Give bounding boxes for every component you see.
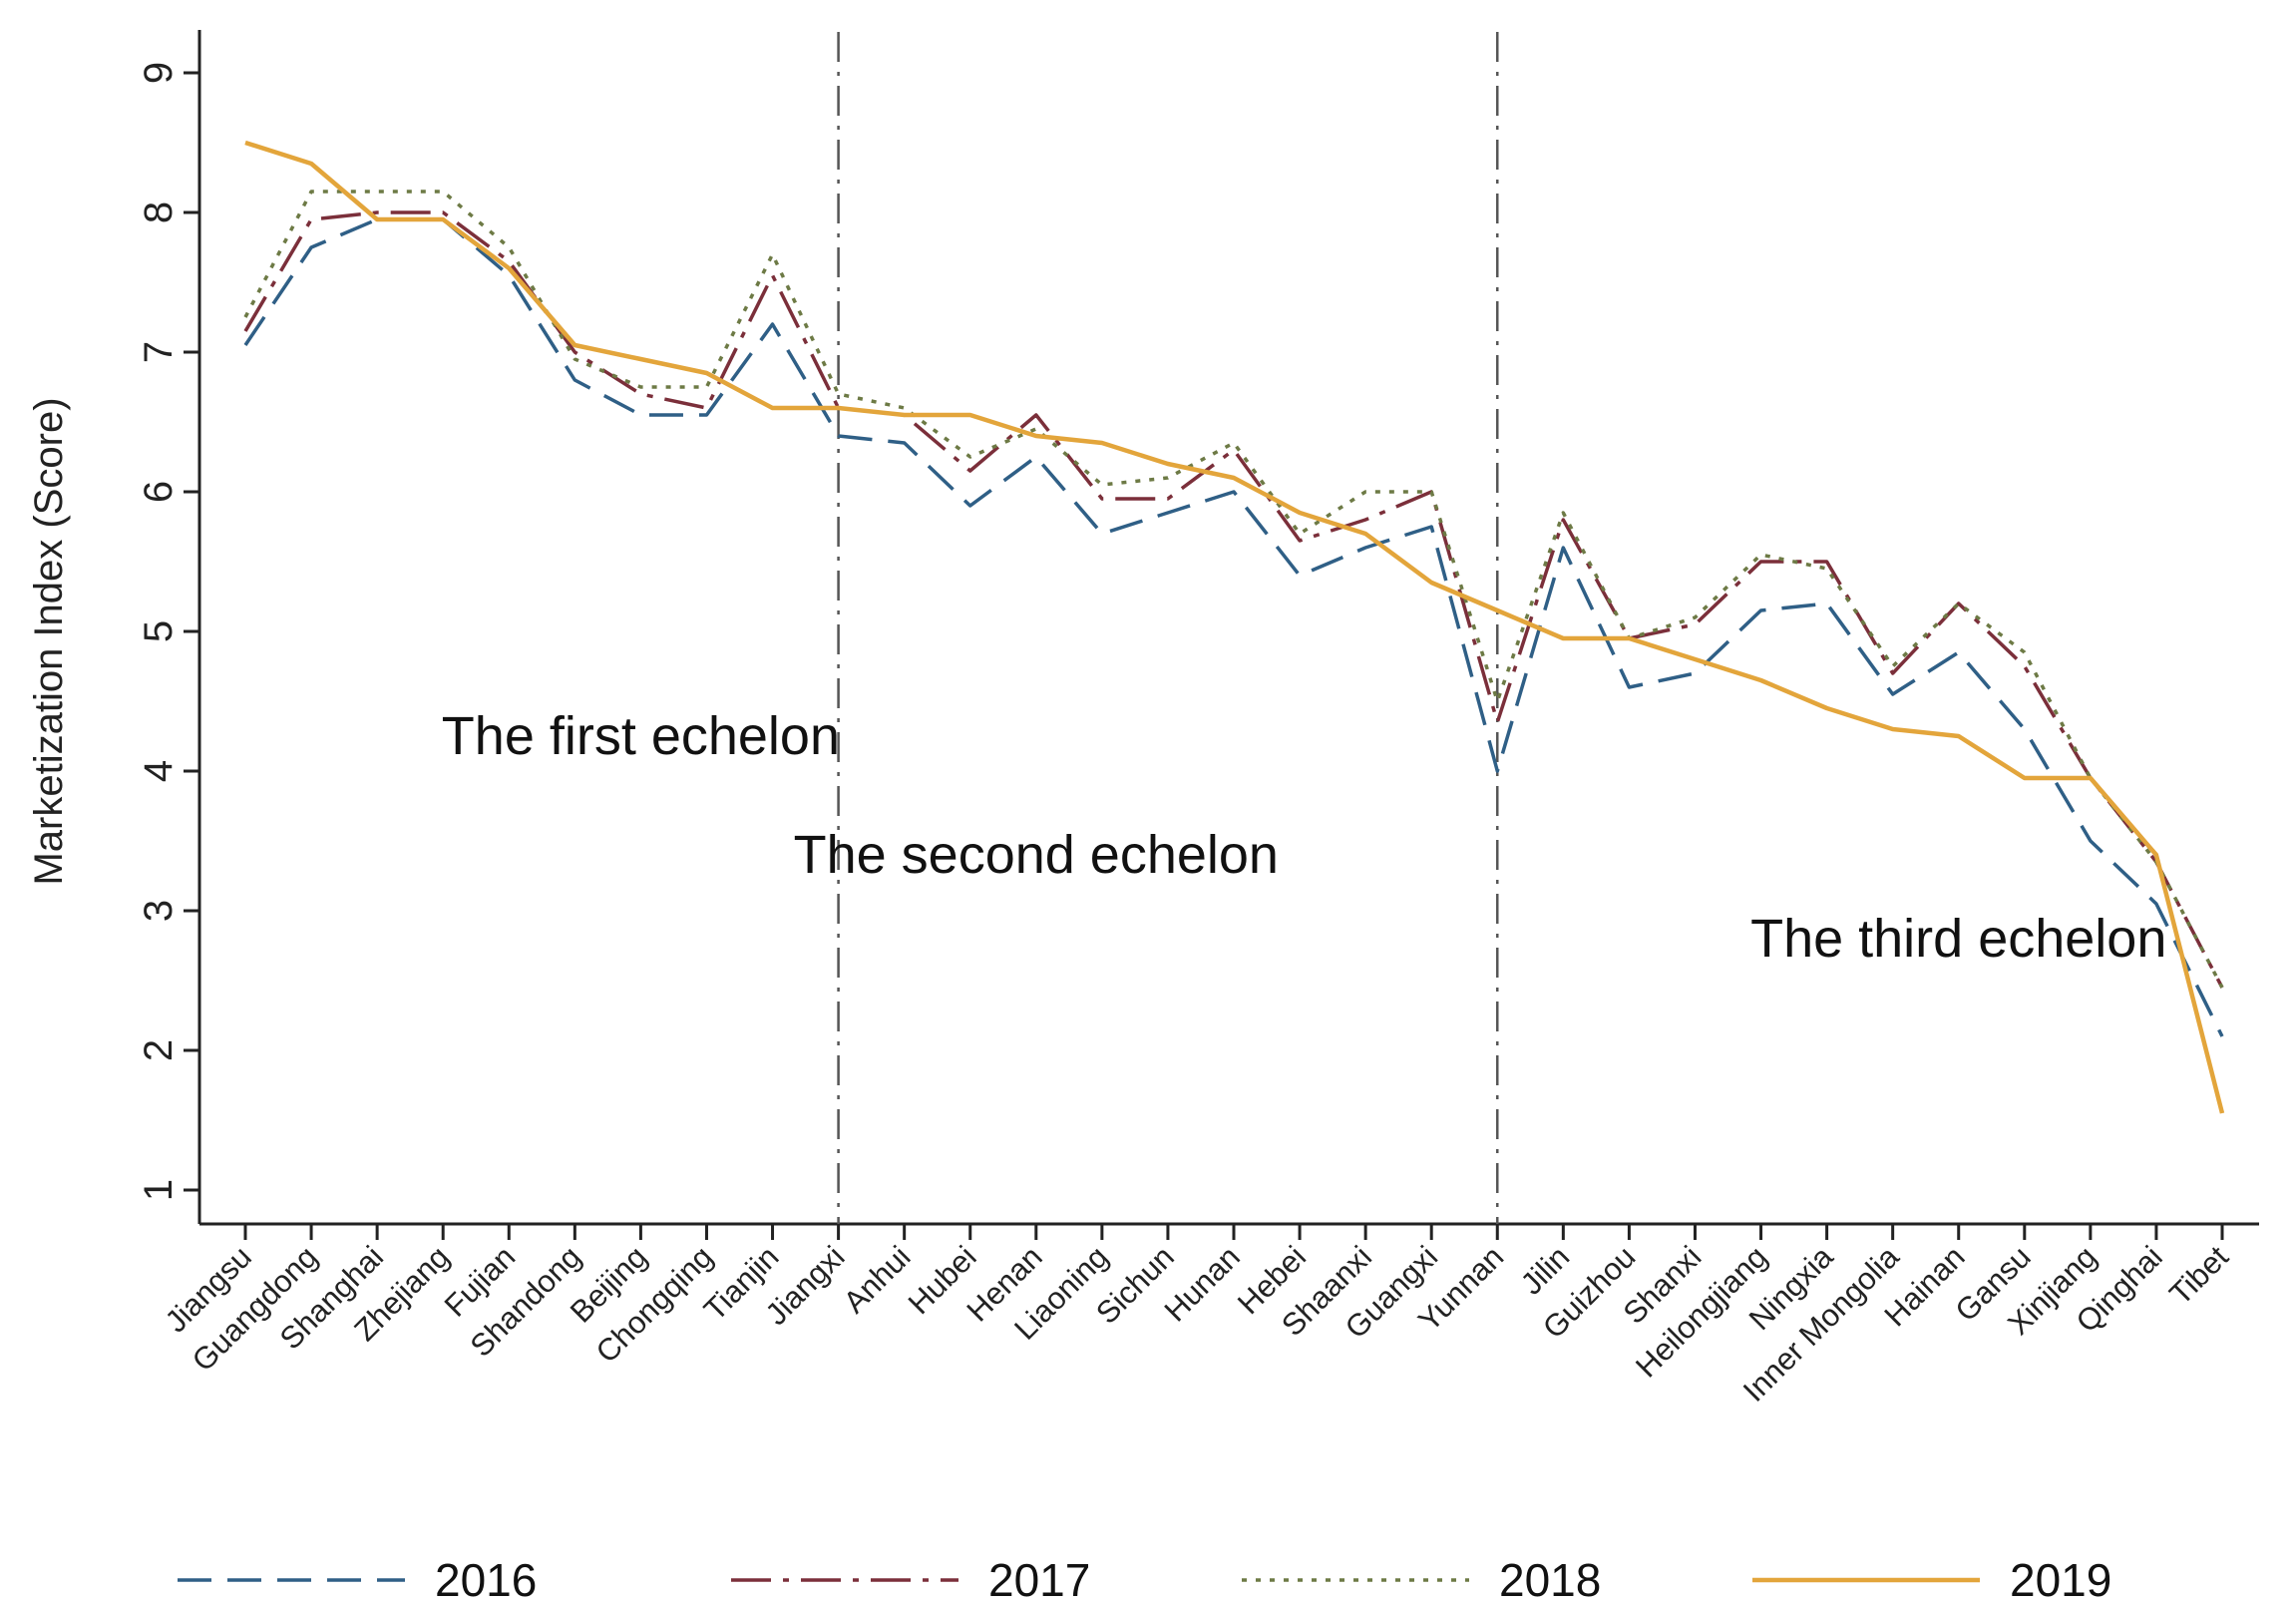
legend-label-2018: 2018 <box>1499 1554 1601 1606</box>
y-axis-label: Marketization Index (Score) <box>27 397 71 885</box>
y-tick-label: 1 <box>137 1179 181 1201</box>
legend-label-2016: 2016 <box>435 1554 537 1606</box>
series-line-2019 <box>244 140 2225 1114</box>
x-tick-layer: JiangsuGuangdongShanghaiZhejiangFujianSh… <box>159 1224 2235 1408</box>
y-tick-label: 4 <box>137 760 181 782</box>
series-layer <box>243 140 2225 1114</box>
y-tick-label: 5 <box>137 620 181 642</box>
y-tick-label: 9 <box>137 62 181 84</box>
y-tick-label: 3 <box>137 900 181 922</box>
legend: 2016 2017 2018 2019 <box>178 1554 2111 1606</box>
legend-label-2017: 2017 <box>988 1554 1090 1606</box>
series-line-2018 <box>243 190 2224 989</box>
vertical-divider-layer <box>837 32 1499 1224</box>
x-tick-label: Tibet <box>2162 1239 2235 1312</box>
y-tick-label: 7 <box>137 341 181 363</box>
x-tick-label: Hunan <box>1158 1239 1247 1328</box>
series-line-2017 <box>243 210 2224 989</box>
y-tick-label: 8 <box>137 201 181 223</box>
echelon-annotation: The third echelon <box>1750 909 2166 969</box>
echelon-annotation: The first echelon <box>442 706 840 766</box>
y-tick-layer: 1 2 3 4 5 6 7 8 9 <box>137 62 199 1201</box>
echelon-annotation: The second echelon <box>794 825 1279 885</box>
y-tick-label: 6 <box>137 481 181 503</box>
series-line-2016 <box>243 217 2224 1037</box>
x-tick-label: Anhui <box>837 1239 918 1320</box>
legend-label-2019: 2019 <box>2010 1554 2111 1606</box>
annotation-layer: The first echelon The second echelon The t… <box>442 706 2167 969</box>
y-tick-label: 2 <box>137 1039 181 1061</box>
